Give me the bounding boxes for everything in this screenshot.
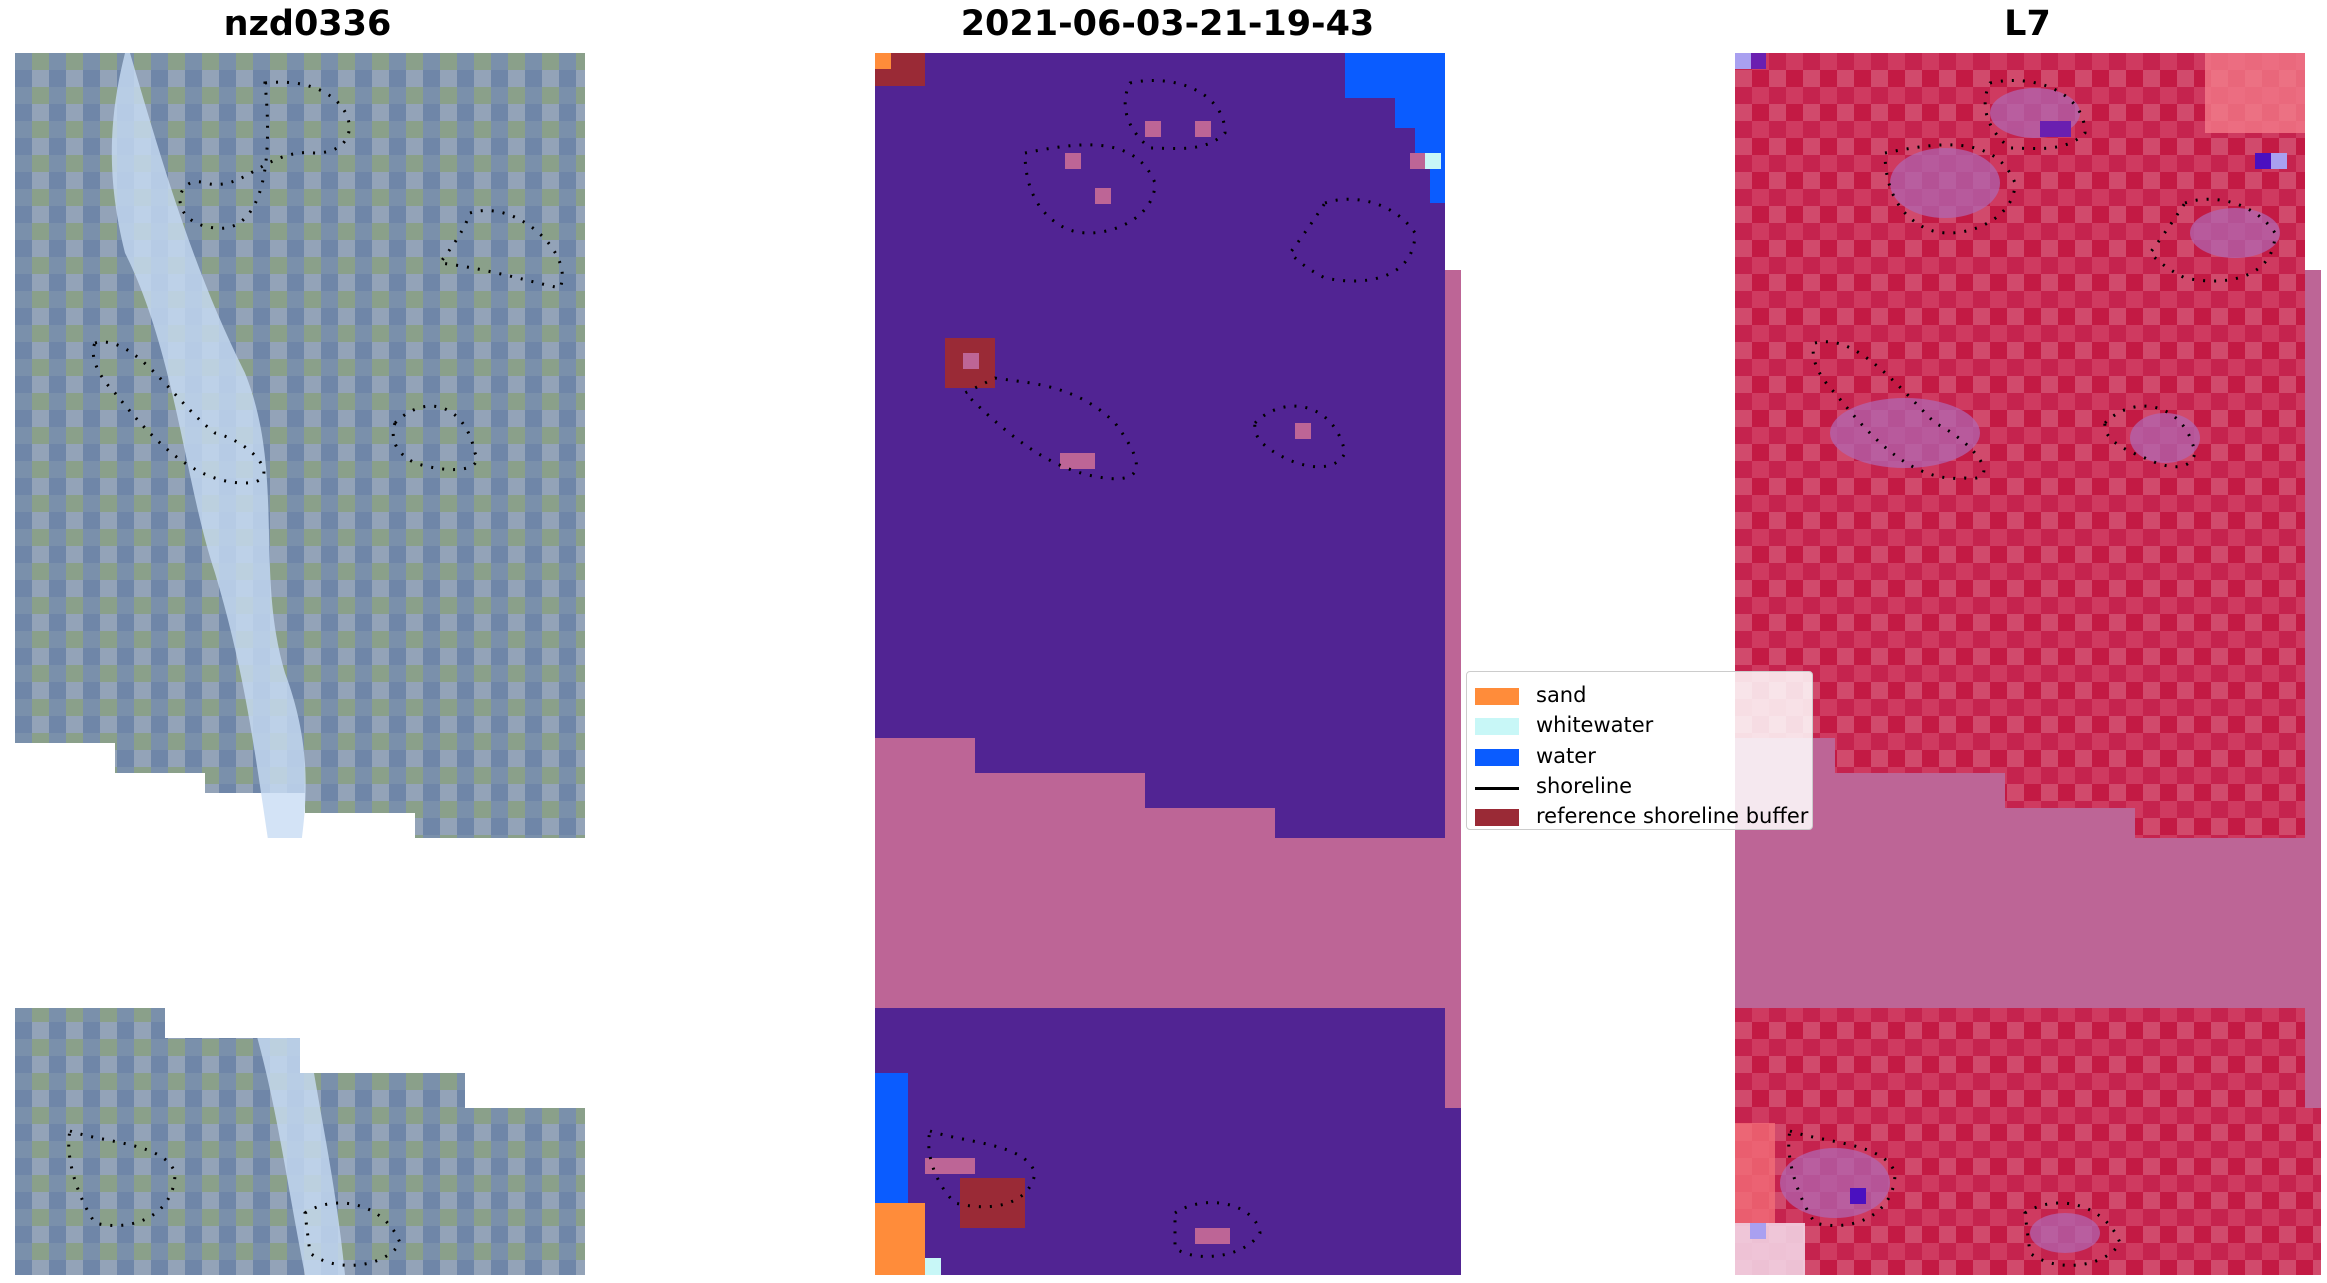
river-feature	[111, 53, 306, 853]
legend-swatch-sand	[1475, 688, 1519, 705]
legend-label-shoreline: shoreline	[1536, 774, 1633, 798]
water-region	[1345, 53, 1445, 203]
legend-swatch-water	[1475, 749, 1519, 766]
sand-region	[875, 1203, 925, 1275]
panel-title-ndwi: L7	[2004, 4, 2051, 44]
legend-label-whitewater: whitewater	[1536, 713, 1654, 737]
legend-swatch-reference-buffer	[1475, 809, 1519, 826]
legend-label-water: water	[1536, 744, 1596, 768]
shoreline-contours	[67, 80, 564, 1267]
buffer-region	[875, 738, 1445, 1008]
legend: sand whitewater water shoreline referenc…	[1466, 671, 1813, 830]
rgb-image-panel	[15, 53, 585, 1275]
legend-line-shoreline	[1475, 787, 1519, 790]
panel-title-rgb: nzd0336	[223, 4, 392, 44]
legend-swatch-whitewater	[1475, 718, 1519, 735]
index-map-panel	[1735, 53, 2321, 1275]
panel-title-classification: 2021-06-03-21-19-43	[960, 4, 1375, 44]
legend-label-sand: sand	[1536, 683, 1587, 707]
legend-label-reference-buffer: reference shoreline buffer	[1536, 804, 1809, 828]
classification-panel	[875, 53, 1461, 1275]
